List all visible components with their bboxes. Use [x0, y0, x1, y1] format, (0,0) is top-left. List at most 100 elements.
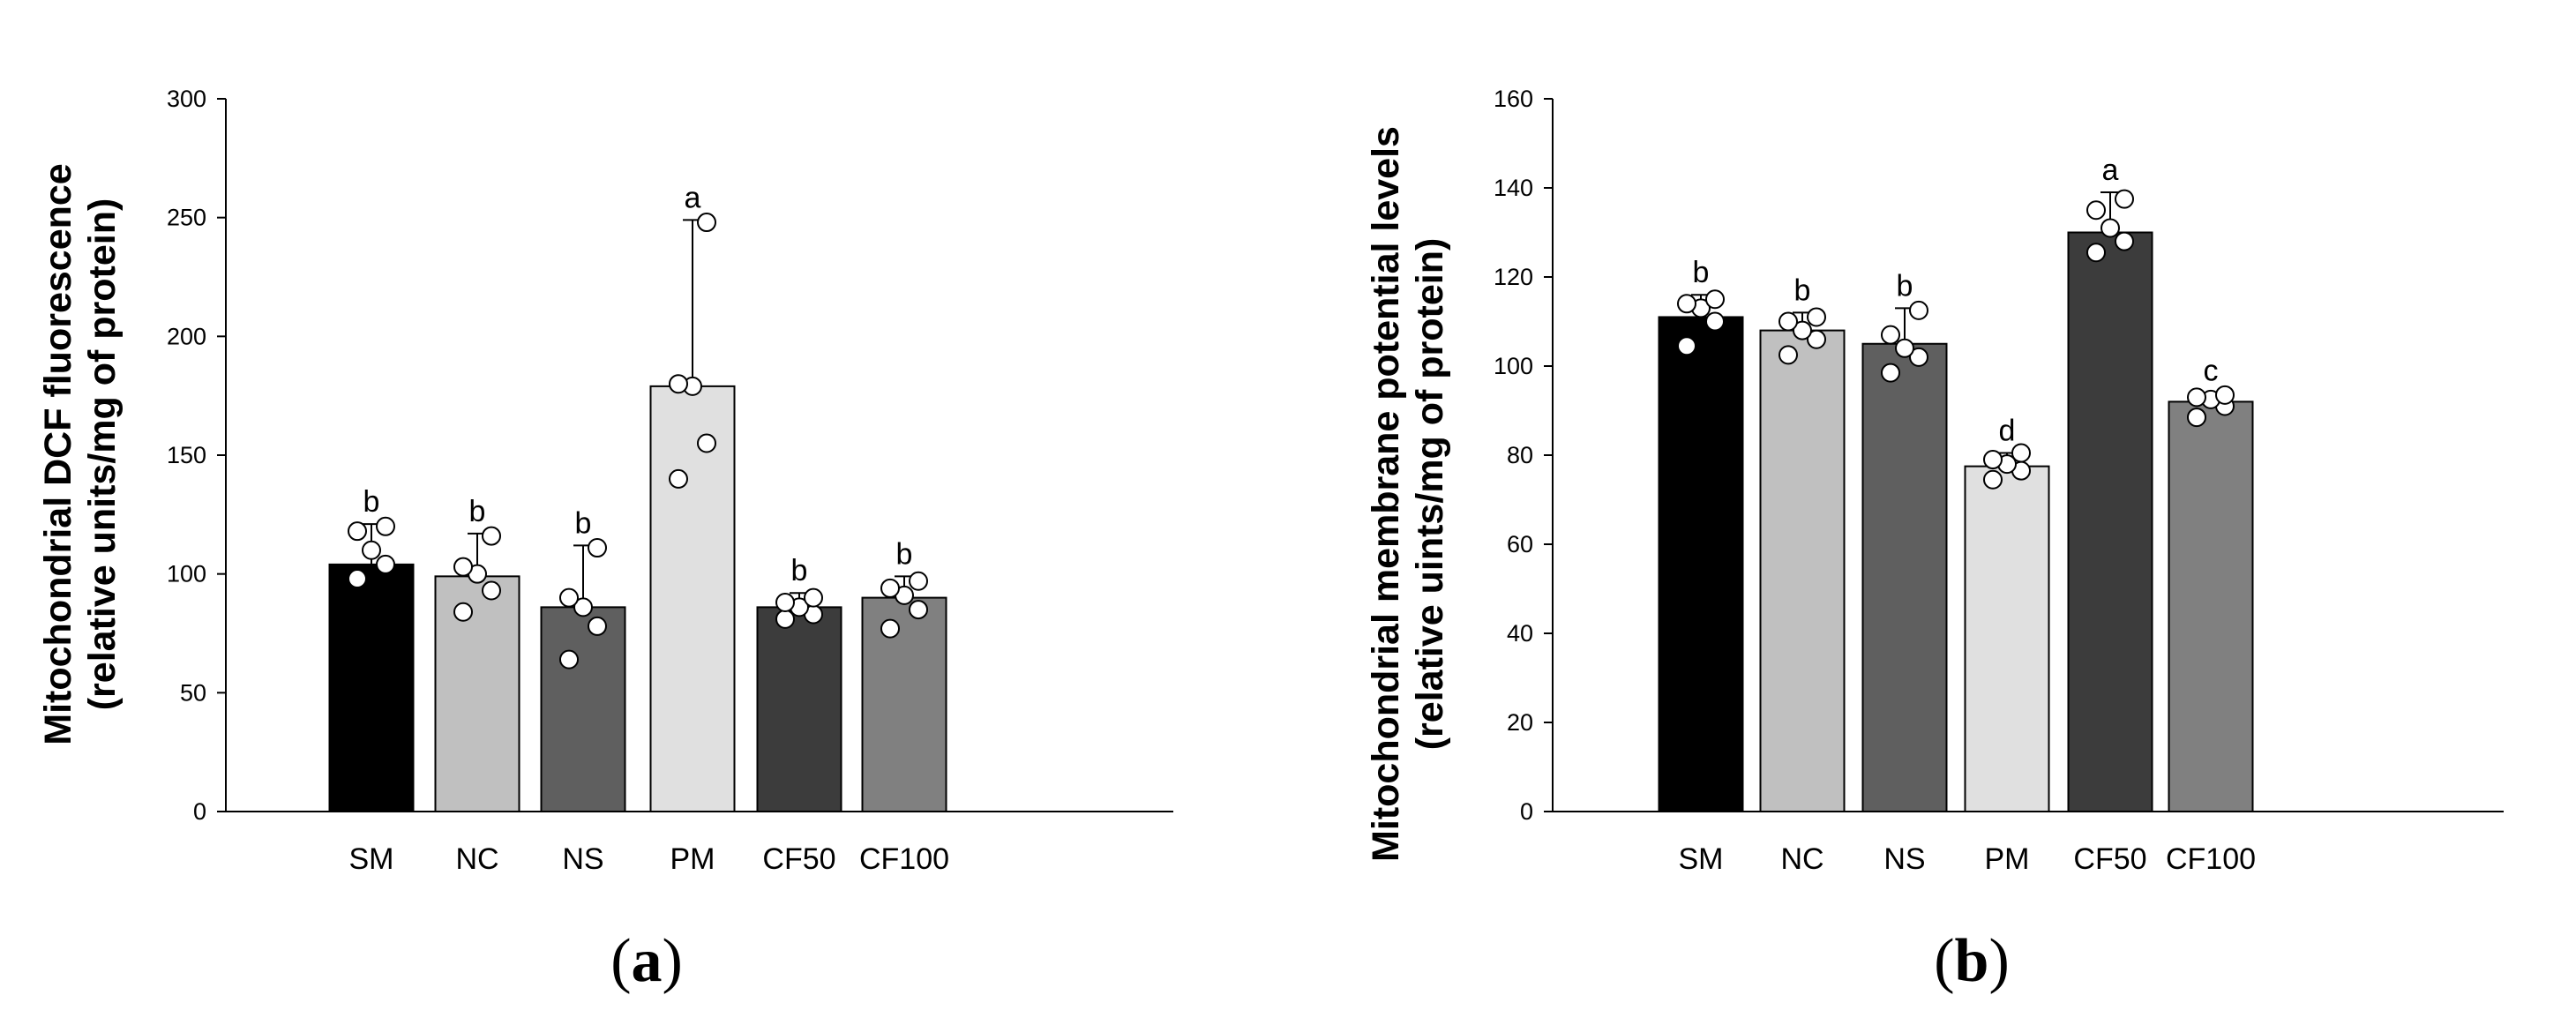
data-point-b-nc [1793, 320, 1812, 340]
data-point-a-cf50 [775, 592, 795, 612]
bar-b-sm [1658, 316, 1744, 812]
data-point-b-sm [1705, 289, 1725, 310]
y-tick-label-a: 100 [167, 561, 206, 587]
y-tick-label-b: 20 [1507, 709, 1533, 736]
y-tick-label-a: 250 [167, 205, 206, 231]
data-point-a-cf100 [880, 578, 900, 598]
data-point-a-nc [482, 580, 501, 601]
significance-label-a-ns: b [575, 506, 592, 540]
data-point-b-nc [1778, 311, 1798, 332]
data-point-a-pm [697, 213, 716, 233]
x-tick-label-b-sm: SM [1679, 842, 1724, 876]
x-tick-label-b-cf50: CF50 [2073, 842, 2146, 876]
bar-b-nc [1759, 329, 1846, 813]
significance-label-b-nc: b [1794, 273, 1811, 307]
y-tick-label-a: 150 [167, 442, 206, 468]
data-point-b-cf100 [2215, 385, 2235, 405]
x-tick-label-b-cf100: CF100 [2166, 842, 2256, 876]
x-tick-label-a-ns: NS [562, 842, 603, 876]
data-point-b-ns [1909, 347, 1928, 367]
data-point-a-cf50 [804, 587, 823, 608]
bar-a-nc [434, 575, 520, 812]
data-point-b-pm [1983, 450, 2003, 470]
data-point-b-nc [1778, 345, 1798, 365]
y-axis-label-b-line1: Mitochondrial membrane potential levels [1365, 126, 1407, 862]
data-point-b-cf50 [2115, 189, 2134, 209]
x-tick-label-b-nc: NC [1780, 842, 1823, 876]
bar-a-pm [649, 385, 736, 812]
data-point-b-cf50 [2115, 231, 2134, 251]
y-tick-label-a: 0 [193, 798, 206, 825]
y-tick-label-b: 80 [1507, 442, 1533, 468]
data-point-b-pm [1983, 469, 2003, 490]
y-tick-label-b: 140 [1494, 175, 1533, 201]
data-point-a-cf100 [880, 618, 900, 639]
y-tick-label-b: 40 [1507, 620, 1533, 647]
data-point-b-cf50 [2086, 243, 2106, 263]
data-point-b-ns [1881, 325, 1900, 345]
data-point-b-nc [1807, 307, 1826, 327]
chart-panel-b: Mitochondrial membrane potential levels … [1365, 86, 2504, 995]
data-point-a-cf50 [775, 609, 795, 629]
bar-b-cf50 [2067, 231, 2153, 812]
significance-label-a-cf50: b [791, 554, 808, 587]
x-tick-label-a-cf50: CF50 [762, 842, 835, 876]
data-point-b-cf50 [2086, 200, 2106, 221]
data-point-b-cf100 [2187, 387, 2206, 408]
significance-label-b-ns: b [1897, 269, 1913, 303]
x-tick-label-a-pm: PM [670, 842, 715, 876]
x-tick-label-a-cf100: CF100 [859, 842, 949, 876]
data-point-b-cf50 [2100, 218, 2120, 238]
panel-letter-b: b [1955, 927, 1989, 995]
data-point-b-ns [1909, 300, 1928, 320]
data-point-a-cf100 [909, 600, 928, 620]
x-tick-label-b-pm: PM [1985, 842, 2030, 876]
y-tick-label-a: 300 [167, 86, 206, 112]
y-axis-label-a-line1: Mitochondrial DCF fluorescence [37, 163, 79, 744]
plot-area-a: 0 50 100 150 200 250 300 b SM b NC b NS a PM b CF50 b CF10… [167, 86, 1173, 876]
data-point-a-sm [376, 516, 395, 536]
data-point-b-sm [1705, 311, 1725, 332]
significance-label-b-cf100: c [2204, 354, 2219, 387]
data-point-a-ns [559, 649, 579, 670]
data-point-a-nc [453, 602, 473, 622]
significance-label-a-pm: a [685, 181, 701, 214]
y-tick-label-b: 0 [1520, 798, 1533, 825]
panel-label-b: (b) [1934, 927, 2010, 995]
data-point-a-ns [559, 587, 579, 608]
x-tick-label-a-nc: NC [455, 842, 498, 876]
x-tick-label-b-ns: NS [1883, 842, 1925, 876]
data-point-b-ns [1895, 338, 1914, 358]
significance-label-b-cf50: a [2102, 153, 2119, 187]
y-tick-label-a: 200 [167, 323, 206, 349]
y-tick-label-b: 100 [1494, 353, 1533, 379]
y-tick-label-b: 160 [1494, 86, 1533, 112]
data-point-a-pm [697, 433, 716, 453]
plot-area-b: 0 20 40 60 80 100 120 140 160 b SM b NC b NS d PM a CF50 c C… [1494, 86, 2504, 876]
bar-a-sm [328, 563, 415, 812]
data-point-a-sm [362, 540, 381, 560]
data-point-a-ns [588, 616, 607, 636]
bar-b-cf100 [2168, 400, 2254, 812]
significance-label-b-pm: d [1999, 414, 2016, 447]
y-axis-label-a-line2: (relative units/mg of protein) [81, 198, 124, 711]
data-point-a-pm [669, 468, 688, 489]
data-point-b-ns [1881, 363, 1900, 383]
panel-label-a: (a) [610, 927, 683, 995]
chart-panel-a: Mitochondrial DCF fluorescence (relative… [37, 86, 1173, 995]
bar-a-ns [540, 606, 626, 813]
significance-label-a-sm: b [363, 485, 380, 519]
y-tick-label-a: 50 [180, 679, 206, 706]
significance-label-b-sm: b [1693, 256, 1710, 289]
y-tick-label-b: 120 [1494, 264, 1533, 290]
data-point-a-ns [573, 597, 593, 617]
bar-a-cf100 [861, 596, 947, 812]
data-point-a-sm [376, 554, 395, 574]
x-tick-label-a-sm: SM [349, 842, 394, 876]
data-point-a-cf100 [909, 571, 928, 591]
bar-b-ns [1861, 342, 1948, 812]
data-point-b-sm [1677, 294, 1696, 314]
data-point-a-ns [588, 538, 607, 558]
panel-letter-a: a [632, 927, 663, 995]
